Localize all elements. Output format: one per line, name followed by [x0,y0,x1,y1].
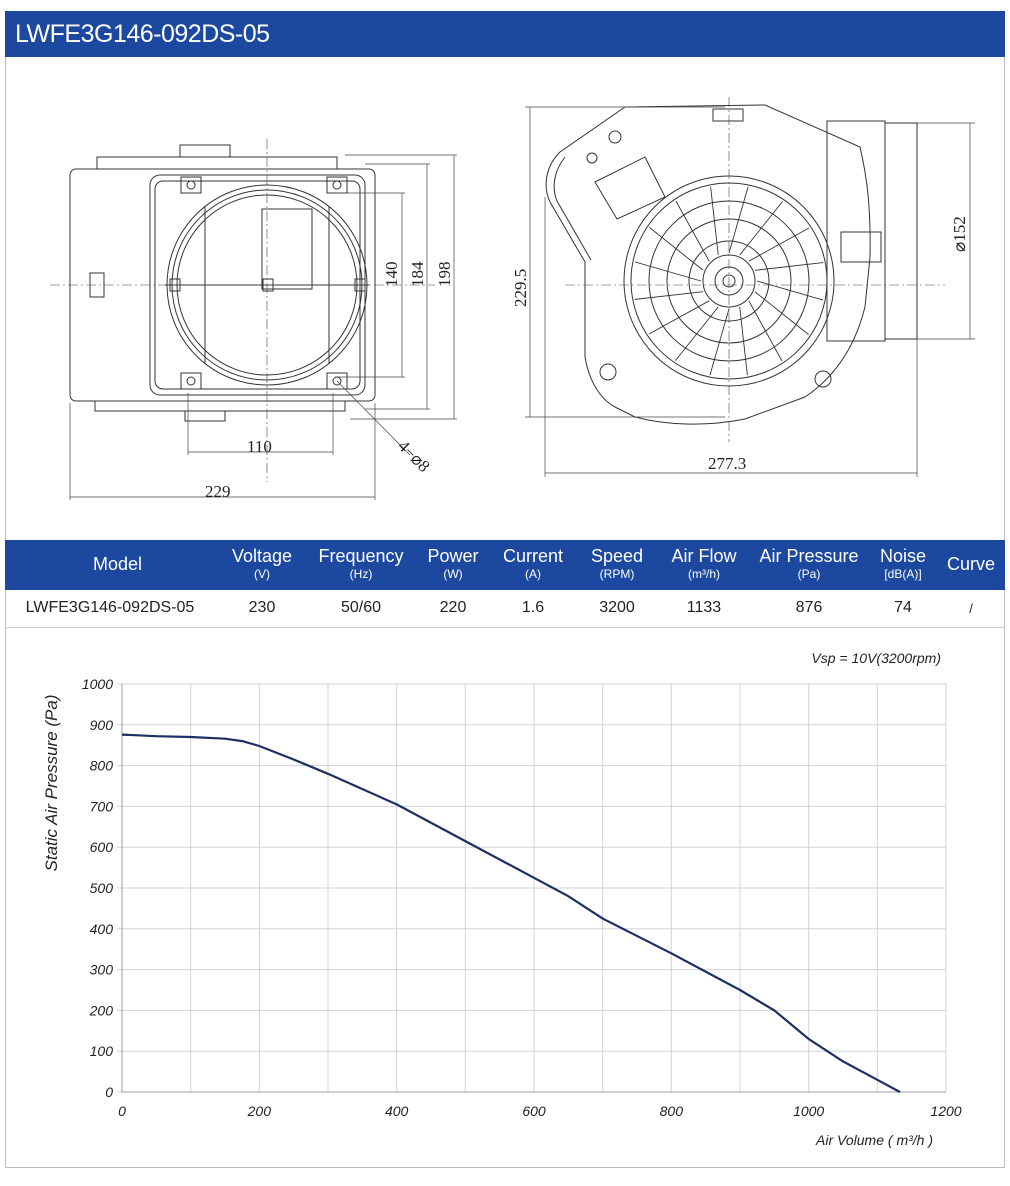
x-axis-label: Air Volume ( m³/h ) [815,1132,933,1148]
dim-277-3: 277.3 [708,454,746,473]
title-bar: LWFE3G146-092DS-05 [5,11,1005,57]
x-tick-label: 1200 [930,1103,961,1119]
header-frequency: Frequency (Hz) [318,546,404,581]
chart-svg: 0 100 200 300 400 500 600 700 800 900 1000 0 200 400… [42,650,962,1148]
dim-holes: 4−⌀8 [394,436,433,475]
impeller-spoke [648,300,710,335]
performance-chart: 0 100 200 300 400 500 600 700 800 900 1000 0 200 400… [5,628,1005,1168]
dim-229: 229 [205,482,231,501]
y-tick-label: 300 [90,962,114,978]
header-current: Current (A) [502,546,564,581]
chart-annotation: Vsp = 10V(3200rpm) [811,650,941,666]
y-tick-label: 500 [90,880,114,896]
y-tick-label: 1000 [82,676,113,692]
impeller-spoke [739,201,783,256]
side-centerlines [565,97,945,442]
y-tick-label: 100 [90,1043,114,1059]
technical-drawings: 110 229 140 184 198 4−⌀8 [5,57,1005,540]
x-tick-label: 200 [247,1103,272,1119]
y-tick-label: 800 [90,758,114,774]
header-model: Model [92,554,143,574]
y-tick-label: 600 [90,839,114,855]
impeller-spoke [754,291,809,335]
impeller-spoke [754,262,824,271]
y-axis-label: Static Air Pressure (Pa) [42,695,61,872]
spec-table-header: Model Voltage (V) Frequency (Hz) Power (W) … [5,540,1005,590]
impeller-spoke [649,227,704,271]
y-tick-labels: 0 100 200 300 400 500 600 700 800 900 1000 [82,676,113,1100]
spec-table: Model Voltage (V) Frequency (Hz) Power (W) … [5,540,1005,628]
side-dimension-labels: 229.5 277.3 ⌀152 [511,216,969,473]
impeller-spoke [709,308,730,376]
dim-198: 198 [435,262,454,288]
x-tick-label: 800 [660,1103,684,1119]
cell-voltage: 230 [248,599,276,616]
header-air-pressure: Air Pressure (Pa) [759,546,859,581]
impeller-spoke [748,300,783,362]
drawings-svg: 110 229 140 184 198 4−⌀8 [50,97,975,501]
cell-speed: 3200 [599,599,635,616]
y-tick-label: 200 [89,1002,114,1018]
cell-power: 220 [439,599,467,616]
cell-model: LWFE3G146-092DS-05 [25,599,195,616]
impeller-spoke [634,291,704,300]
header-power: Power (W) [427,546,479,581]
impeller-spoke [756,280,824,301]
cell-air-pressure: 876 [795,599,823,616]
impeller-spoke [675,200,710,262]
cell-air-flow: 1133 [686,599,722,616]
front-centerlines [50,139,435,482]
cell-noise: 74 [894,599,912,616]
y-tick-label: 0 [105,1084,113,1100]
x-tick-label: 600 [522,1103,546,1119]
cell-current: 1.6 [521,599,545,616]
dim-152: ⌀152 [950,216,969,252]
header-voltage: Voltage (V) [231,546,293,581]
page-title: LWFE3G146-092DS-05 [15,20,270,48]
cell-frequency: 50/60 [340,599,382,616]
impeller-spoke [710,186,719,256]
dim-184: 184 [408,261,427,287]
dim-110: 110 [247,437,272,456]
y-tick-label: 400 [90,921,114,937]
header-air-flow: Air Flow (m³/h) [671,546,737,581]
y-tick-label: 700 [90,798,114,814]
header-speed: Speed (RPM) [590,546,644,581]
impeller-spoke [748,227,810,262]
x-tick-labels: 0 200 400 600 800 1000 1200 [118,1103,962,1119]
header-curve: Curve [946,554,995,574]
front-view-drawing [69,144,376,422]
cell-curve: / [969,601,973,616]
dim-229-5: 229.5 [511,269,530,307]
x-tick-label: 1000 [793,1103,824,1119]
x-tick-label: 0 [118,1103,126,1119]
side-view-drawing [545,104,918,425]
pressure-curve [121,733,901,1093]
impeller-spoke [739,306,748,376]
impeller-spoke [728,186,749,254]
chart-grid [117,683,947,1093]
dim-140: 140 [382,262,401,288]
header-noise: Noise [dB(A)] [879,546,927,581]
spec-table-row: LWFE3G146-092DS-05 230 50/60 220 1.6 320… [5,590,1005,628]
x-tick-label: 400 [385,1103,409,1119]
front-dimension-lines [69,154,457,500]
side-dimension-lines [525,106,975,477]
impeller-spoke [675,306,719,361]
impeller-spokes [634,186,824,376]
impeller-spoke [634,261,702,282]
y-tick-label: 900 [90,717,114,733]
